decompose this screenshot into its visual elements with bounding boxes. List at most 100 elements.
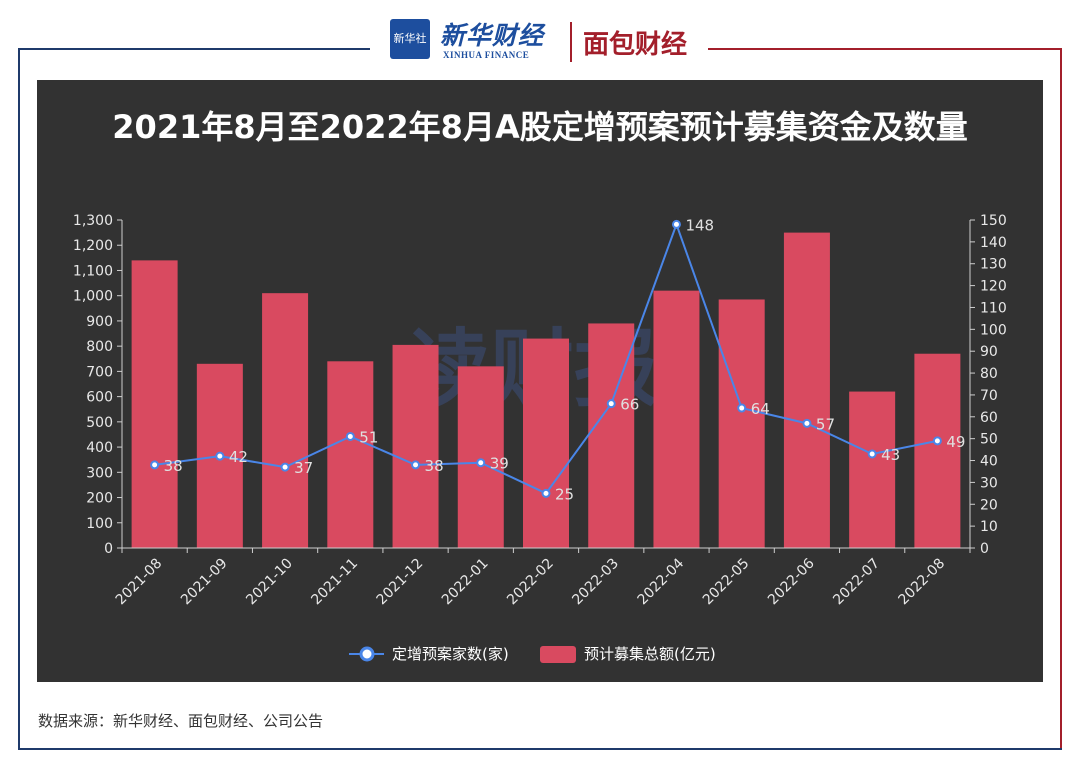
x-axis-tick-label: 2022-06: [765, 555, 818, 608]
legend-bar-label: 预计募集总额(亿元): [584, 645, 716, 663]
count-point-2022-03: [606, 399, 616, 409]
chart-svg: 读财报 01002003004005006007008009001,0001,1…: [73, 213, 1007, 663]
count-data-label: 38: [164, 457, 183, 475]
bar-2022-04: [653, 290, 700, 548]
count-point-2022-06: [802, 418, 812, 428]
count-point-2021-11: [345, 431, 355, 441]
bar-2022-08: [914, 353, 961, 548]
count-point-2022-04: [671, 219, 681, 229]
header-logos: 新华社 新华财经 XINHUA FINANCE 面包财经: [385, 14, 705, 70]
left-axis-tick-label: 1,300: [73, 213, 113, 229]
bar-2022-02: [523, 338, 569, 548]
count-point-2022-08: [932, 436, 942, 446]
chart-panel: 2021年8月至2022年8月A股定增预案预计募集资金及数量 读财报 01002…: [37, 80, 1043, 682]
legend-line-label: 定增预案家数(家): [392, 645, 509, 663]
source-note: 数据来源：新华财经、面包财经、公司公告: [38, 712, 324, 730]
left-axis-tick-label: 200: [86, 491, 113, 507]
count-data-label: 43: [881, 446, 900, 464]
frame-top-left: [18, 48, 370, 50]
bar-2022-05: [718, 299, 765, 548]
right-axis-tick-label: 0: [980, 541, 989, 557]
x-axis-tick-label: 2022-04: [635, 555, 688, 608]
count-point-2022-07: [867, 449, 877, 459]
count-data-label: 42: [229, 448, 248, 466]
line-series: 38 42 37 51 38 39 25 66 148 64 57 43 49: [150, 216, 965, 503]
legend-bar-swatch: [540, 646, 576, 663]
mianbao-finance-logo: 面包财经: [583, 30, 688, 60]
xinhua-finance-subtitle: XINHUA FINANCE: [443, 50, 530, 60]
left-axis-tick-label: 500: [86, 415, 113, 431]
right-axis-tick-label: 40: [980, 454, 998, 470]
left-axis-tick-label: 600: [86, 390, 113, 406]
frame-right: [1060, 48, 1062, 750]
count-data-label: 148: [685, 216, 714, 234]
count-data-label: 38: [425, 457, 444, 475]
right-axis-tick-label: 150: [980, 213, 1007, 229]
right-axis-tick-label: 30: [980, 475, 998, 491]
x-axis: 2021-08 2021-09 2021-10 2021-11 2021-12 2022-…: [113, 547, 971, 609]
count-point-2022-01: [476, 458, 486, 468]
right-axis-tick-label: 50: [980, 432, 998, 448]
left-axis-tick-label: 800: [86, 339, 113, 355]
bar-2021-11: [327, 361, 374, 548]
bar-2021-12: [392, 344, 439, 548]
left-axis-tick-label: 1,200: [73, 238, 113, 254]
chart-title: 2021年8月至2022年8月A股定增预案预计募集资金及数量: [112, 108, 968, 146]
frame-bottom: [18, 748, 1062, 750]
count-point-2021-12: [411, 460, 421, 470]
right-axis-tick-label: 140: [980, 235, 1007, 251]
bar-2021-10: [262, 293, 309, 548]
right-axis-tick-label: 20: [980, 497, 998, 513]
x-axis-tick-label: 2021-12: [374, 556, 427, 609]
count-point-2021-10: [280, 462, 290, 472]
x-axis-tick-label: 2022-05: [700, 556, 753, 609]
logo-separator: [570, 22, 572, 62]
right-axis-tick-label: 110: [980, 300, 1007, 316]
x-axis-tick-label: 2022-07: [830, 556, 883, 609]
left-axis-tick-label: 700: [86, 364, 113, 380]
frame-left: [18, 48, 20, 750]
count-data-label: 57: [816, 415, 835, 433]
count-data-label: 39: [490, 455, 509, 473]
bar-2022-06: [783, 232, 830, 548]
right-axis-tick-label: 10: [980, 519, 998, 535]
count-data-label: 51: [359, 428, 378, 446]
left-axis-tick-label: 400: [86, 440, 113, 456]
right-axis-tick-label: 60: [980, 410, 998, 426]
x-axis-tick-label: 2021-09: [178, 556, 231, 609]
left-axis-tick-label: 0: [104, 541, 113, 557]
x-axis-tick-label: 2022-02: [504, 556, 557, 609]
count-point-2022-02: [541, 488, 551, 498]
x-axis-tick-label: 2022-08: [896, 556, 949, 609]
count-data-label: 66: [620, 396, 639, 414]
left-axis-tick-label: 900: [86, 314, 113, 330]
xinhua-news-logo-icon: 新华社: [390, 19, 430, 59]
legend: 定增预案家数(家) 预计募集总额(亿元): [349, 645, 716, 663]
count-point-2021-08: [150, 460, 160, 470]
count-data-label: 37: [294, 459, 313, 477]
x-axis-tick-label: 2021-08: [113, 556, 166, 609]
right-axis-tick-label: 130: [980, 257, 1007, 273]
right-axis: 0 10 20 30 40 50 60 70 80 90 100 110 120 130 140 150: [969, 213, 1007, 557]
left-axis-tick-label: 100: [86, 516, 113, 532]
left-axis-tick-label: 1,000: [73, 289, 113, 305]
x-axis-tick-label: 2022-03: [569, 556, 622, 609]
legend-line-marker-icon: [359, 646, 375, 662]
x-axis-tick-label: 2021-11: [308, 556, 361, 609]
count-data-label: 49: [946, 433, 965, 451]
left-axis-tick-label: 300: [86, 465, 113, 481]
right-axis-tick-label: 120: [980, 279, 1007, 295]
count-data-label: 64: [751, 400, 770, 418]
count-data-label: 25: [555, 485, 574, 503]
count-point-2022-05: [737, 403, 747, 413]
xinhua-finance-logo: 新华财经: [440, 21, 545, 50]
right-axis-tick-label: 100: [980, 322, 1007, 338]
left-axis-tick-label: 1,100: [73, 263, 113, 279]
bar-2022-07: [849, 391, 896, 548]
bar-2022-01: [457, 366, 504, 548]
left-axis: 0 100 200 300 400 500 600 700 800 900 1,000 1,100 1,…: [73, 213, 123, 557]
bar-2021-08: [131, 260, 178, 548]
right-axis-tick-label: 70: [980, 388, 998, 404]
right-axis-tick-label: 80: [980, 366, 998, 382]
frame-top-right: [708, 48, 1062, 50]
